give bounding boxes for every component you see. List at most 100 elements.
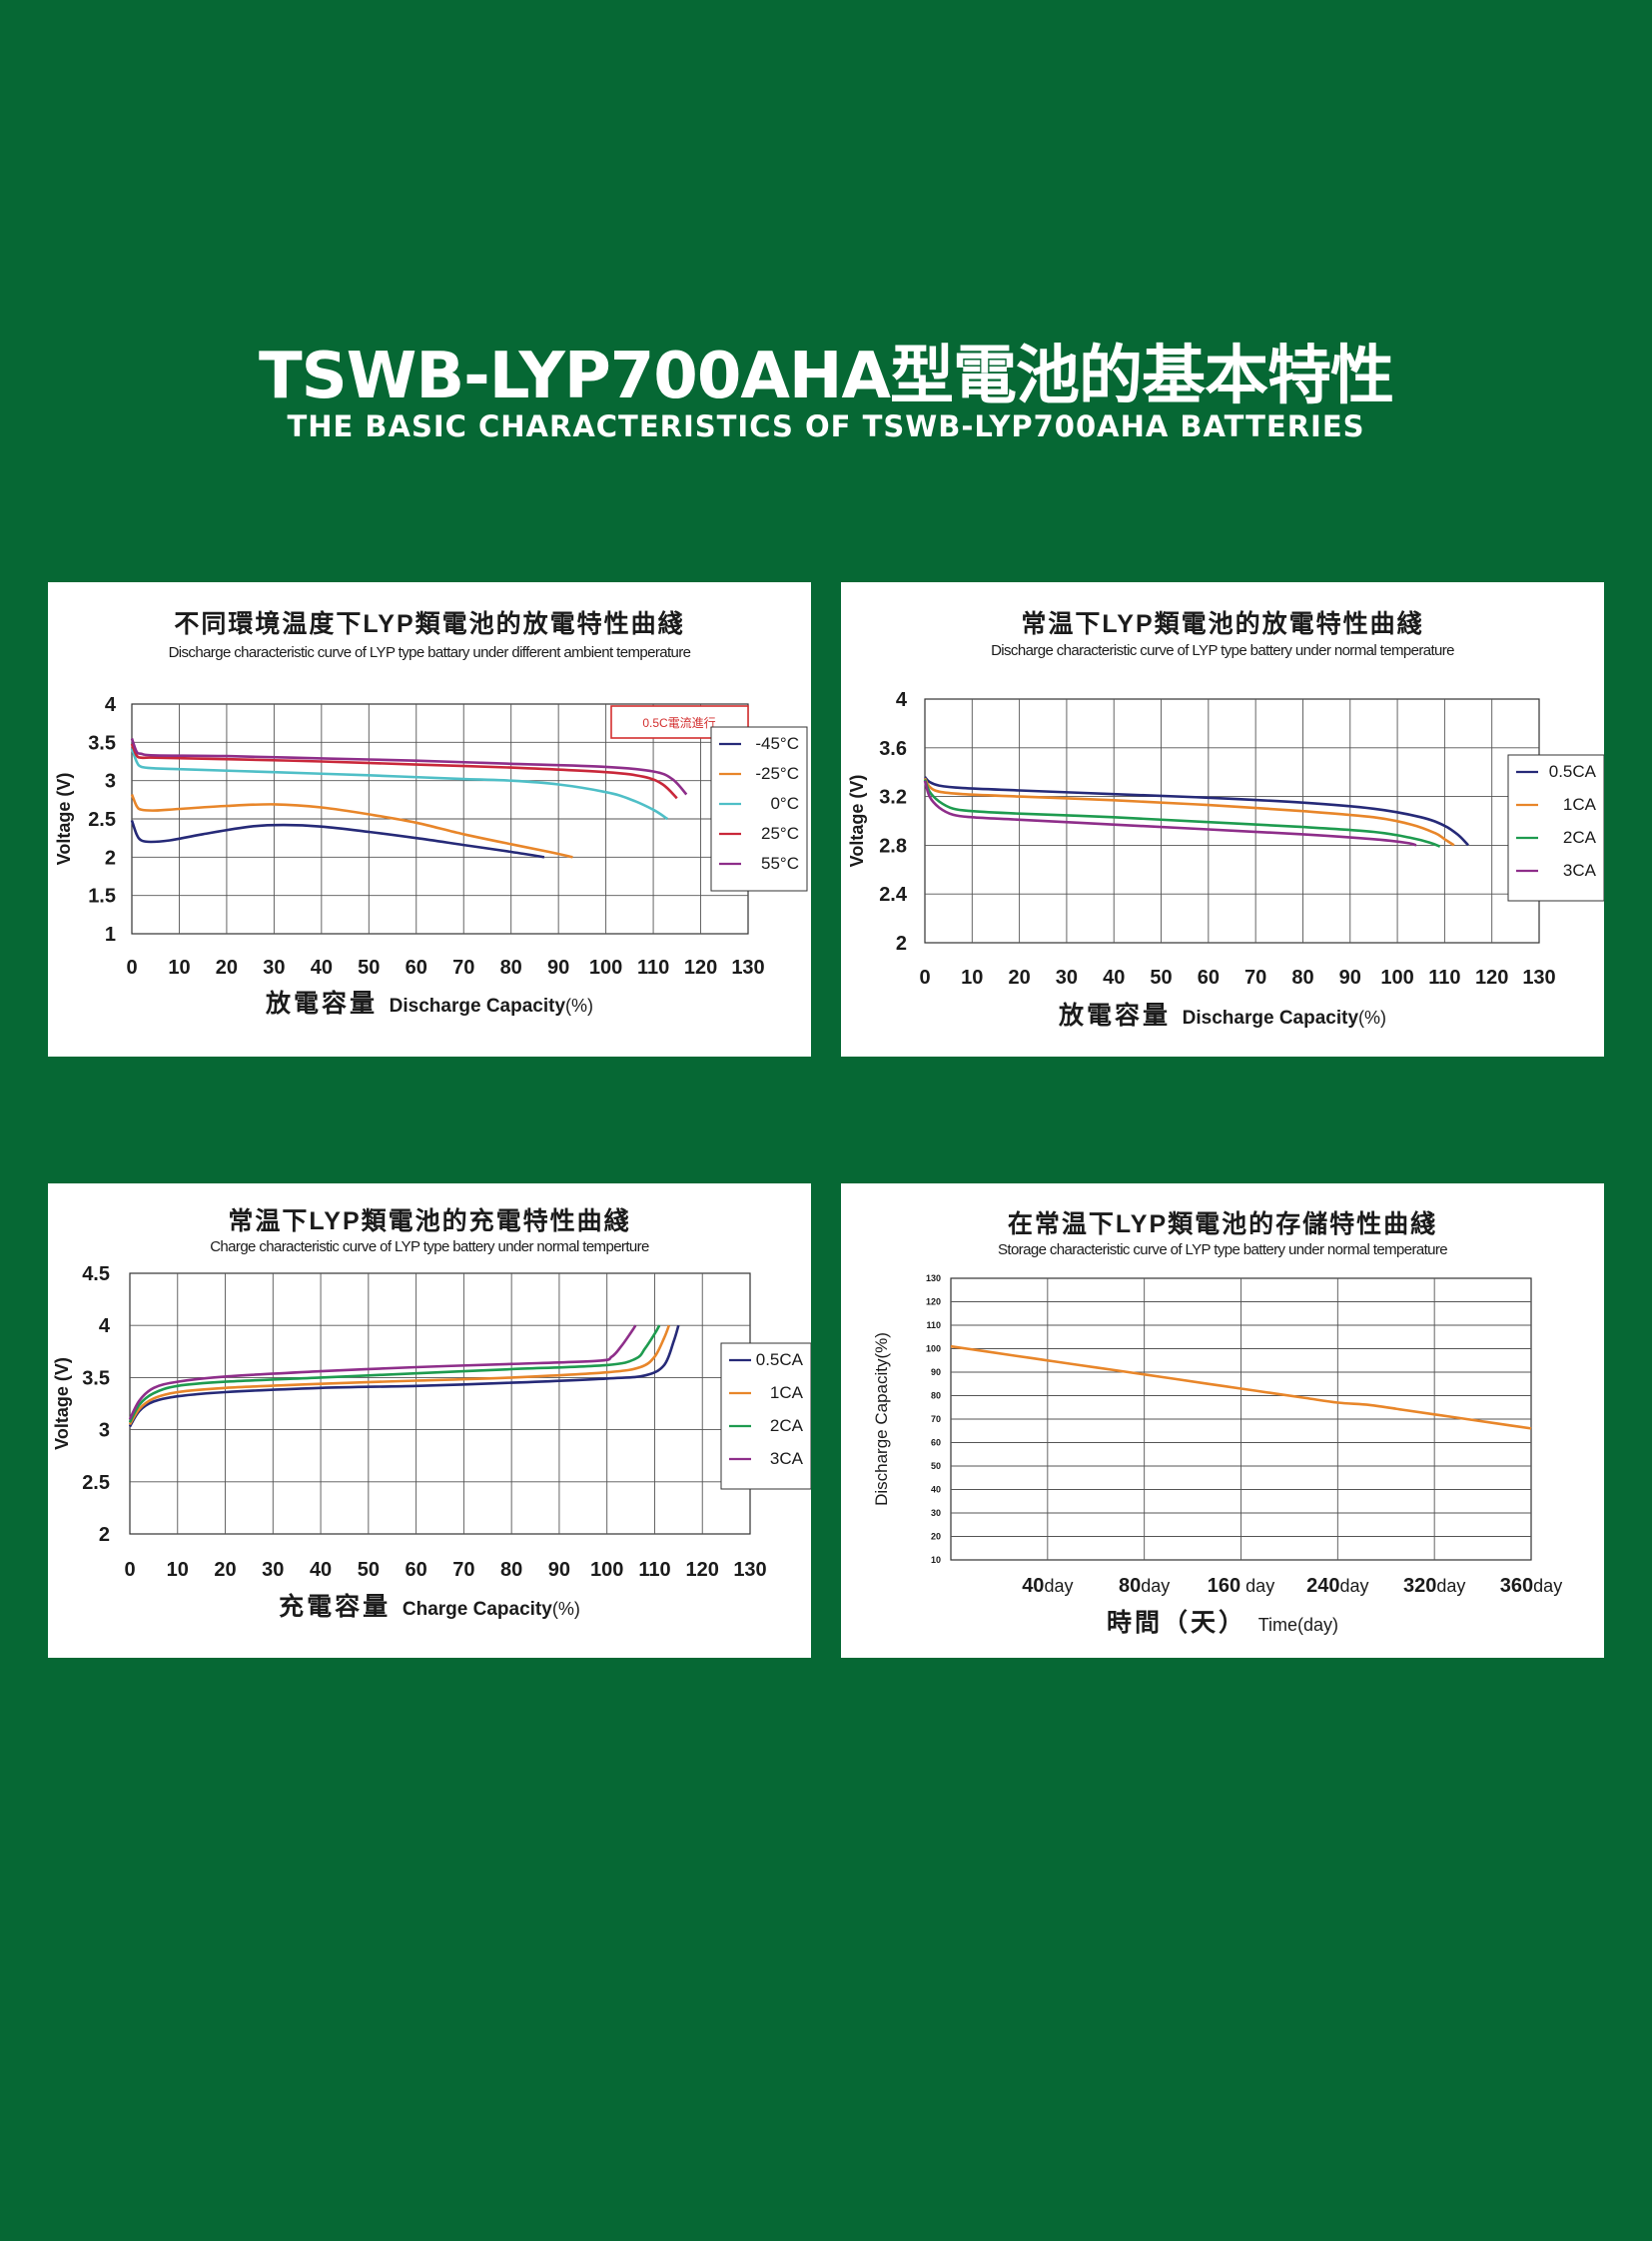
x-tick-label: 120	[1475, 967, 1508, 989]
x-tick-label: 240day	[1306, 1575, 1368, 1597]
x-tick-label: 60	[405, 1559, 426, 1581]
x-axis-label: 時間（天） Time(day)	[1107, 1608, 1338, 1637]
y-axis-label: Voltage (V)	[847, 775, 867, 868]
x-tick-label: 50	[358, 957, 380, 979]
x-tick-label: 50	[358, 1559, 380, 1581]
chart-panel-storage: 在常温下LYP類電池的存儲特性曲綫 Storage characteristic …	[841, 1183, 1604, 1658]
chart-title: 常温下LYP類電池的充電特性曲綫	[228, 1206, 630, 1235]
y-tick-label: 4	[105, 694, 117, 716]
legend-label: 1CA	[770, 1383, 804, 1402]
series-line	[128, 1324, 661, 1423]
y-tick-label: 70	[931, 1414, 941, 1424]
plot-frame	[924, 698, 1540, 944]
y-tick-label: 2	[99, 1524, 110, 1546]
x-tick-label: 40	[1103, 967, 1125, 989]
chart-storage: 在常温下LYP類電池的存儲特性曲綫 Storage characteristic …	[872, 1209, 1562, 1637]
y-tick-label: 80	[931, 1391, 941, 1401]
x-tick-label: 40	[311, 957, 333, 979]
x-tick-label: 320day	[1403, 1575, 1465, 1597]
chart-discharge-rate: 常温下LYP類電池的放電特性曲綫 Discharge characteristic…	[847, 609, 1604, 1030]
legend-label: 3CA	[770, 1449, 804, 1468]
series-line	[923, 777, 1455, 847]
y-tick-label: 3.2	[879, 787, 907, 809]
legend-label: 0°C	[770, 794, 799, 813]
chart-panel-discharge-rate: 常温下LYP類電池的放電特性曲綫 Discharge characteristic…	[841, 582, 1604, 1057]
series-line	[130, 793, 573, 859]
legend-box	[720, 1342, 811, 1490]
y-tick-label: 2.8	[879, 835, 907, 857]
x-tick-label: 10	[961, 967, 983, 989]
x-tick-label: 130	[731, 957, 764, 979]
legend-label: 25°C	[761, 824, 799, 843]
y-tick-label: 4.5	[82, 1263, 110, 1285]
y-tick-label: 30	[931, 1508, 941, 1518]
y-tick-label: 3	[105, 771, 116, 793]
x-tick-label: 80	[1291, 967, 1313, 989]
y-tick-label: 3.5	[88, 732, 116, 754]
series-line	[128, 1324, 637, 1420]
x-tick-label: 50	[1150, 967, 1172, 989]
legend-label: 2CA	[770, 1416, 804, 1435]
x-tick-label: 70	[452, 957, 474, 979]
x-tick-label: 10	[168, 957, 190, 979]
chart-discharge-temperature: 不同環境温度下LYP類電池的放電特性曲綫 Discharge characteri…	[54, 609, 808, 1018]
x-tick-label: 20	[1008, 967, 1030, 989]
series-line	[130, 743, 678, 800]
legend-label: -45°C	[755, 734, 799, 753]
y-tick-label: 120	[926, 1297, 941, 1307]
x-tick-label: 120	[686, 1559, 719, 1581]
chart-subtitle: Storage characteristic curve of LYP type…	[998, 1241, 1447, 1258]
legend-label: 1CA	[1563, 795, 1597, 814]
chart-panel-discharge-temperature: 不同環境温度下LYP類電池的放電特性曲綫 Discharge characteri…	[48, 582, 811, 1057]
legend-label: 55°C	[761, 854, 799, 873]
legend-label: 0.5CA	[1549, 762, 1597, 781]
chart-subtitle: Discharge characteristic curve of LYP ty…	[169, 644, 691, 661]
chart-title: 在常温下LYP類電池的存儲特性曲綫	[1008, 1209, 1437, 1238]
x-tick-label: 100	[589, 957, 622, 979]
y-tick-label: 2	[896, 933, 907, 955]
y-tick-label: 2.5	[88, 809, 116, 831]
x-tick-label: 80	[500, 957, 522, 979]
x-tick-label: 30	[1056, 967, 1078, 989]
y-tick-label: 20	[931, 1532, 941, 1542]
x-tick-label: 70	[452, 1559, 474, 1581]
x-tick-label: 0	[126, 957, 137, 979]
y-tick-label: 3.5	[82, 1367, 110, 1389]
y-tick-label: 4	[99, 1315, 111, 1337]
x-tick-label: 60	[406, 957, 427, 979]
x-tick-label: 110	[1428, 967, 1460, 989]
y-tick-label: 1	[105, 924, 116, 946]
y-tick-label: 130	[926, 1273, 941, 1283]
x-tick-label: 110	[638, 1559, 670, 1581]
x-tick-label: 80	[500, 1559, 522, 1581]
y-tick-label: 10	[931, 1555, 941, 1565]
series-line	[950, 1344, 1532, 1430]
x-axis-label: 放電容量 Discharge Capacity(%)	[1058, 1001, 1386, 1030]
chart-subtitle: Charge characteristic curve of LYP type …	[210, 1238, 649, 1255]
x-tick-label: 90	[547, 957, 569, 979]
series-line	[128, 1324, 680, 1428]
y-tick-label: 3.6	[879, 738, 907, 760]
x-tick-label: 130	[733, 1559, 766, 1581]
y-tick-label: 100	[926, 1344, 941, 1354]
series-line	[130, 820, 545, 859]
x-axis-label: 放電容量 Discharge Capacity(%)	[265, 989, 593, 1018]
x-tick-label: 20	[214, 1559, 236, 1581]
chart-panel-charge-rate: 常温下LYP類電池的充電特性曲綫 Charge characteristic cu…	[48, 1183, 811, 1658]
y-tick-label: 2.4	[879, 884, 908, 906]
series-line	[130, 748, 669, 821]
x-tick-label: 80day	[1119, 1575, 1170, 1597]
x-tick-label: 110	[637, 957, 669, 979]
series-line	[130, 738, 688, 796]
series-line	[128, 1324, 671, 1426]
y-axis-label: Discharge Capacity(%)	[872, 1332, 891, 1506]
y-tick-label: 2.5	[82, 1472, 110, 1494]
y-tick-label: 3	[99, 1420, 110, 1442]
x-tick-label: 0	[124, 1559, 135, 1581]
y-tick-label: 4	[896, 689, 908, 711]
x-tick-label: 100	[1380, 967, 1413, 989]
y-tick-label: 40	[931, 1485, 941, 1495]
y-axis-label: Voltage (V)	[52, 1357, 72, 1450]
y-tick-label: 1.5	[88, 886, 116, 908]
y-tick-label: 50	[931, 1461, 941, 1471]
